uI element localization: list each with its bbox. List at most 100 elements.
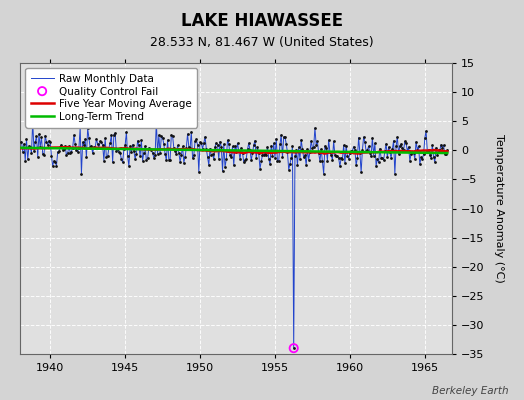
Point — [202, 145, 211, 152]
Point — [89, 150, 97, 156]
Point — [297, 136, 305, 143]
Point — [142, 157, 150, 163]
Point — [396, 143, 404, 149]
Point — [443, 146, 452, 153]
Point — [207, 152, 215, 158]
Point — [377, 154, 385, 161]
Point — [102, 154, 111, 161]
Point — [312, 142, 320, 148]
Point — [373, 156, 381, 162]
Point — [197, 140, 205, 146]
Point — [257, 158, 266, 164]
Point — [193, 142, 202, 148]
Point — [403, 148, 411, 154]
Line: Raw Monthly Data: Raw Monthly Data — [21, 121, 447, 348]
Point — [248, 150, 257, 156]
Point — [238, 150, 247, 156]
Point — [401, 138, 409, 144]
Point — [35, 131, 43, 138]
Point — [336, 163, 344, 169]
Point — [395, 151, 403, 157]
Point — [442, 151, 450, 157]
Five Year Moving Average — [97, 146, 103, 150]
Point — [216, 138, 224, 145]
Point — [310, 144, 318, 150]
Point — [213, 142, 222, 149]
Point — [97, 139, 106, 146]
Point — [119, 146, 128, 152]
Point — [334, 155, 343, 162]
Point — [132, 151, 140, 157]
Point — [437, 142, 445, 148]
Point — [141, 143, 149, 150]
Point — [253, 144, 261, 151]
Point — [338, 156, 346, 162]
Point — [171, 148, 179, 154]
Point — [291, 153, 299, 160]
Point — [67, 148, 75, 155]
Point — [186, 145, 194, 152]
Point — [388, 146, 397, 152]
Point — [127, 148, 136, 155]
Point — [316, 158, 324, 165]
Point — [241, 157, 249, 163]
Point — [274, 158, 282, 164]
Raw Monthly Data — [64, 150, 71, 155]
Point — [187, 129, 195, 135]
Point — [303, 146, 312, 152]
Point — [83, 125, 92, 132]
Point — [211, 144, 219, 150]
Point — [313, 138, 322, 144]
Point — [358, 147, 367, 154]
Point — [53, 149, 62, 155]
Point — [320, 170, 328, 177]
Point — [75, 144, 83, 151]
Point — [432, 144, 440, 151]
Point — [182, 144, 191, 151]
Point — [73, 149, 82, 155]
Point — [427, 154, 435, 161]
Point — [80, 142, 88, 148]
Point — [370, 140, 379, 146]
Point — [71, 141, 79, 147]
Point — [131, 156, 139, 162]
Raw Monthly Data — [291, 346, 297, 350]
Point — [165, 156, 173, 163]
Point — [429, 154, 438, 160]
Point — [391, 170, 399, 177]
Point — [405, 144, 413, 150]
Long-Term Trend — [66, 146, 72, 151]
Point — [154, 150, 162, 157]
Point — [372, 163, 380, 169]
Point — [354, 134, 363, 141]
Point — [117, 156, 126, 162]
Point — [379, 157, 388, 164]
Point — [344, 156, 353, 162]
Point — [86, 144, 94, 151]
Point — [317, 146, 325, 152]
Point — [27, 150, 36, 156]
Point — [181, 154, 189, 160]
Point — [326, 149, 334, 155]
Point — [411, 155, 419, 162]
Point — [62, 152, 71, 158]
Point — [166, 156, 174, 163]
Point — [66, 149, 74, 156]
Point — [256, 166, 264, 172]
Point — [134, 138, 142, 144]
Point — [176, 158, 184, 165]
Point — [217, 143, 225, 150]
Point — [51, 159, 59, 165]
Five Year Moving Average — [354, 151, 361, 156]
Point — [304, 156, 313, 163]
Point — [290, 345, 298, 351]
Point — [414, 143, 423, 150]
Five Year Moving Average — [66, 145, 72, 150]
Point — [368, 134, 377, 141]
Point — [144, 155, 152, 162]
Point — [314, 150, 323, 156]
Point — [269, 140, 278, 146]
Five Year Moving Average — [63, 145, 70, 150]
Point — [43, 142, 52, 148]
Point — [362, 148, 370, 154]
